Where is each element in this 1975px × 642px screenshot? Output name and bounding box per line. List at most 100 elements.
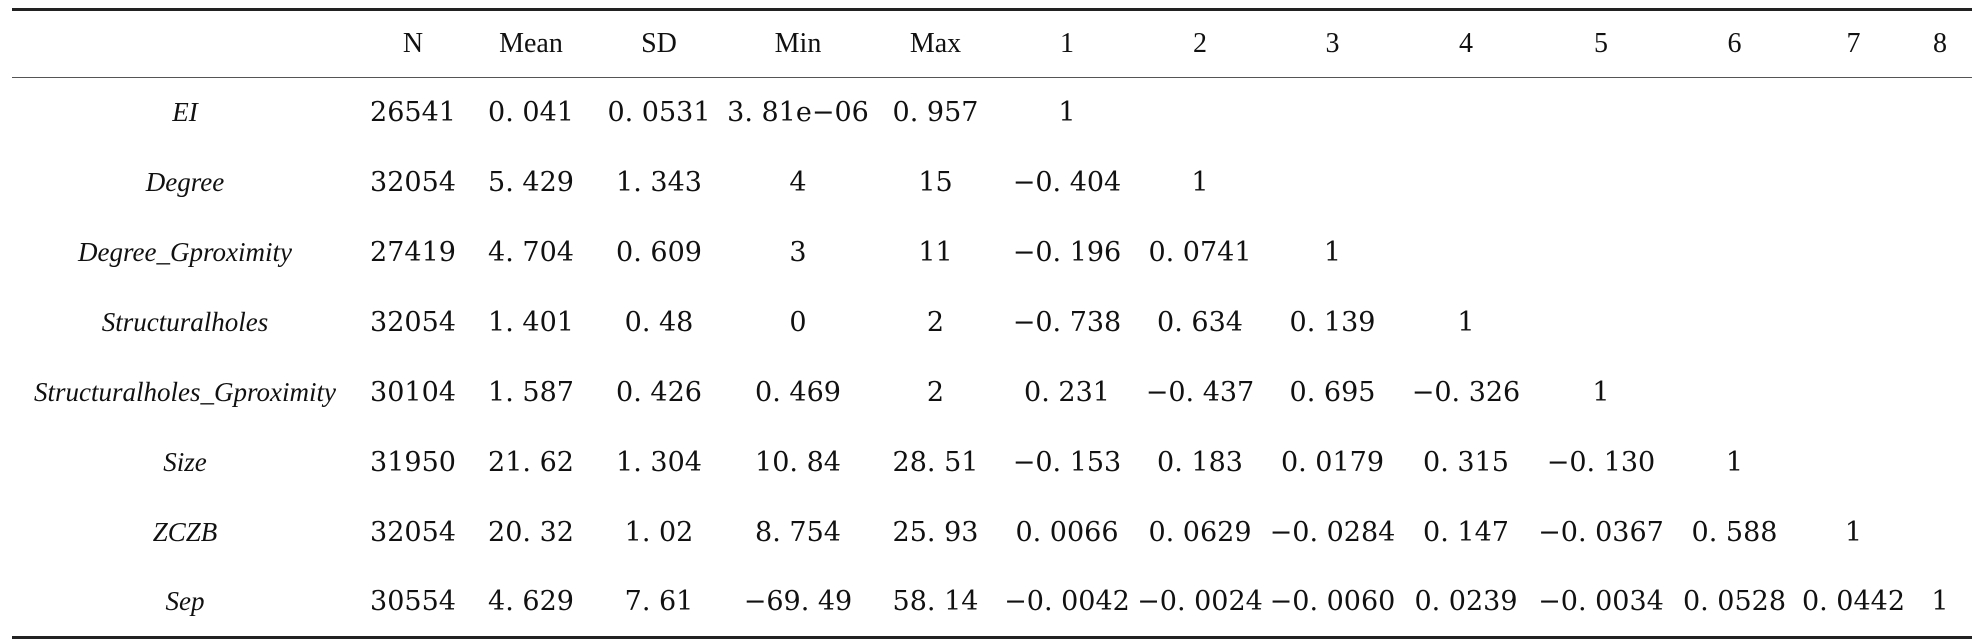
value-cell: 0. 0528: [1682, 586, 1787, 618]
value-cell: 0. 0531: [607, 97, 711, 129]
value-cell: [1908, 358, 1972, 428]
value-cell: [1670, 358, 1799, 428]
value-cell: 1. 587: [488, 377, 574, 408]
value-cell: 1. 343: [616, 167, 702, 198]
value-cell: [1400, 78, 1532, 148]
value-cell: 26541: [370, 97, 456, 129]
value-cell: [1908, 218, 1972, 288]
value-cell: [1908, 498, 1972, 568]
value-cell: 4. 629: [488, 586, 574, 618]
value-cell: 11: [918, 237, 953, 268]
value-cell: 0. 183: [1157, 447, 1243, 478]
header-cell: 2: [1193, 28, 1207, 59]
value-cell: 0. 426: [616, 377, 702, 408]
value-cell: [1799, 288, 1908, 358]
value-cell: 8. 754: [755, 517, 841, 548]
value-cell: 27419: [370, 237, 456, 268]
value-cell: 0. 0741: [1148, 237, 1252, 268]
header-cell: SD: [641, 28, 677, 59]
value-cell: −0. 0024: [1137, 586, 1263, 618]
value-cell: 10. 84: [755, 447, 841, 478]
table-header: N Mean SD Min Max 1 2 3 4 5 6 7 8: [12, 9, 1972, 78]
value-cell: 1: [1725, 447, 1744, 478]
correlation-table-container: N Mean SD Min Max 1 2 3 4 5 6 7 8 EI 26541 0. 041 0. 05…: [12, 8, 1972, 639]
value-cell: −0. 0042: [1004, 586, 1130, 618]
value-cell: −0. 196: [1012, 237, 1122, 268]
variable-name-cell: Structuralholes_Gproximity: [34, 377, 336, 407]
variable-name-cell: Sep: [165, 586, 205, 617]
value-cell: 0. 0179: [1280, 447, 1385, 478]
value-cell: [1908, 428, 1972, 498]
header-cell: Mean: [499, 28, 563, 59]
value-cell: −69. 49: [743, 586, 853, 618]
value-cell: [1908, 78, 1972, 148]
value-cell: 28. 51: [892, 447, 979, 478]
table-row: Structuralholes_Gproximity 30104 1. 587 0. …: [12, 358, 1972, 428]
value-cell: [1799, 78, 1908, 148]
header-cell: Max: [909, 28, 962, 59]
value-cell: [1400, 218, 1532, 288]
value-cell: −0. 404: [1012, 167, 1122, 198]
value-cell: −0. 0367: [1538, 517, 1664, 548]
value-cell: 1: [1592, 377, 1610, 408]
value-cell: 0. 695: [1289, 377, 1376, 408]
value-cell: 1. 304: [616, 447, 702, 478]
value-cell: −0. 153: [1012, 447, 1122, 478]
header-cell: 6: [1727, 28, 1742, 59]
table-row: Degree 32054 5. 429 1. 343 4 15 −0. 404 1: [12, 148, 1972, 218]
value-cell: [1265, 78, 1400, 148]
value-cell: [1670, 218, 1799, 288]
value-cell: 1. 02: [624, 517, 694, 548]
value-cell: −0. 0034: [1538, 586, 1664, 618]
value-cell: −0. 0284: [1269, 517, 1396, 548]
value-cell: 7. 61: [624, 586, 694, 618]
value-cell: 0: [789, 307, 807, 338]
table-row: Sep 30554 4. 629 7. 61 −69. 49 58. 14 −0. 0042…: [12, 568, 1972, 638]
value-cell: 32054: [370, 307, 456, 338]
header-cell: Min: [774, 28, 822, 59]
value-cell: [1799, 218, 1908, 288]
value-cell: 2: [926, 377, 945, 408]
header-row: N Mean SD Min Max 1 2 3 4 5 6 7 8: [12, 9, 1972, 78]
value-cell: −0. 0060: [1269, 586, 1396, 618]
table-row: Degree_Gproximity 27419 4. 704 0. 609 3 11 −0.…: [12, 218, 1972, 288]
value-cell: 1: [1191, 167, 1209, 198]
variable-name-cell: Degree_Gproximity: [78, 237, 292, 267]
value-cell: 0. 469: [755, 377, 841, 408]
value-cell: [1908, 148, 1972, 218]
value-cell: 32054: [370, 517, 456, 548]
value-cell: 0. 957: [892, 97, 979, 129]
value-cell: 21. 62: [488, 447, 574, 478]
table-row: Structuralholes 32054 1. 401 0. 48 0 2 −0. 738…: [12, 288, 1972, 358]
value-cell: [1400, 148, 1532, 218]
value-cell: [1670, 148, 1799, 218]
variable-name-cell: ZCZB: [152, 517, 218, 547]
header-cell: 3: [1325, 28, 1340, 59]
header-cell: 4: [1459, 28, 1473, 59]
value-cell: [1908, 288, 1972, 358]
value-cell: 30554: [370, 586, 456, 618]
value-cell: 58. 14: [892, 586, 979, 618]
value-cell: 0. 588: [1691, 517, 1778, 548]
value-cell: [1265, 148, 1400, 218]
value-cell: 1: [1844, 517, 1863, 548]
value-cell: 0. 609: [616, 237, 702, 268]
value-cell: 20. 32: [488, 517, 574, 548]
value-cell: 1: [1323, 237, 1342, 268]
value-cell: [1799, 428, 1908, 498]
value-cell: 4. 704: [488, 237, 574, 268]
value-cell: 3. 81e−06: [727, 97, 869, 129]
value-cell: [1532, 218, 1670, 288]
value-cell: 25. 93: [892, 517, 979, 548]
table-body: EI 26541 0. 041 0. 0531 3. 81e−06 0. 957 1 Degr…: [12, 78, 1972, 638]
value-cell: 30104: [370, 377, 456, 408]
value-cell: 4: [789, 167, 807, 198]
table-row: ZCZB 32054 20. 32 1. 02 8. 754 25. 93 0. 0066 0…: [12, 498, 1972, 568]
variable-name-cell: EI: [172, 97, 198, 128]
value-cell: −0. 130: [1546, 447, 1656, 478]
value-cell: −0. 738: [1012, 307, 1122, 338]
value-cell: 0. 48: [624, 307, 694, 338]
value-cell: 2: [926, 307, 945, 338]
value-cell: 0. 231: [1024, 377, 1110, 408]
header-cell: 7: [1846, 28, 1861, 59]
